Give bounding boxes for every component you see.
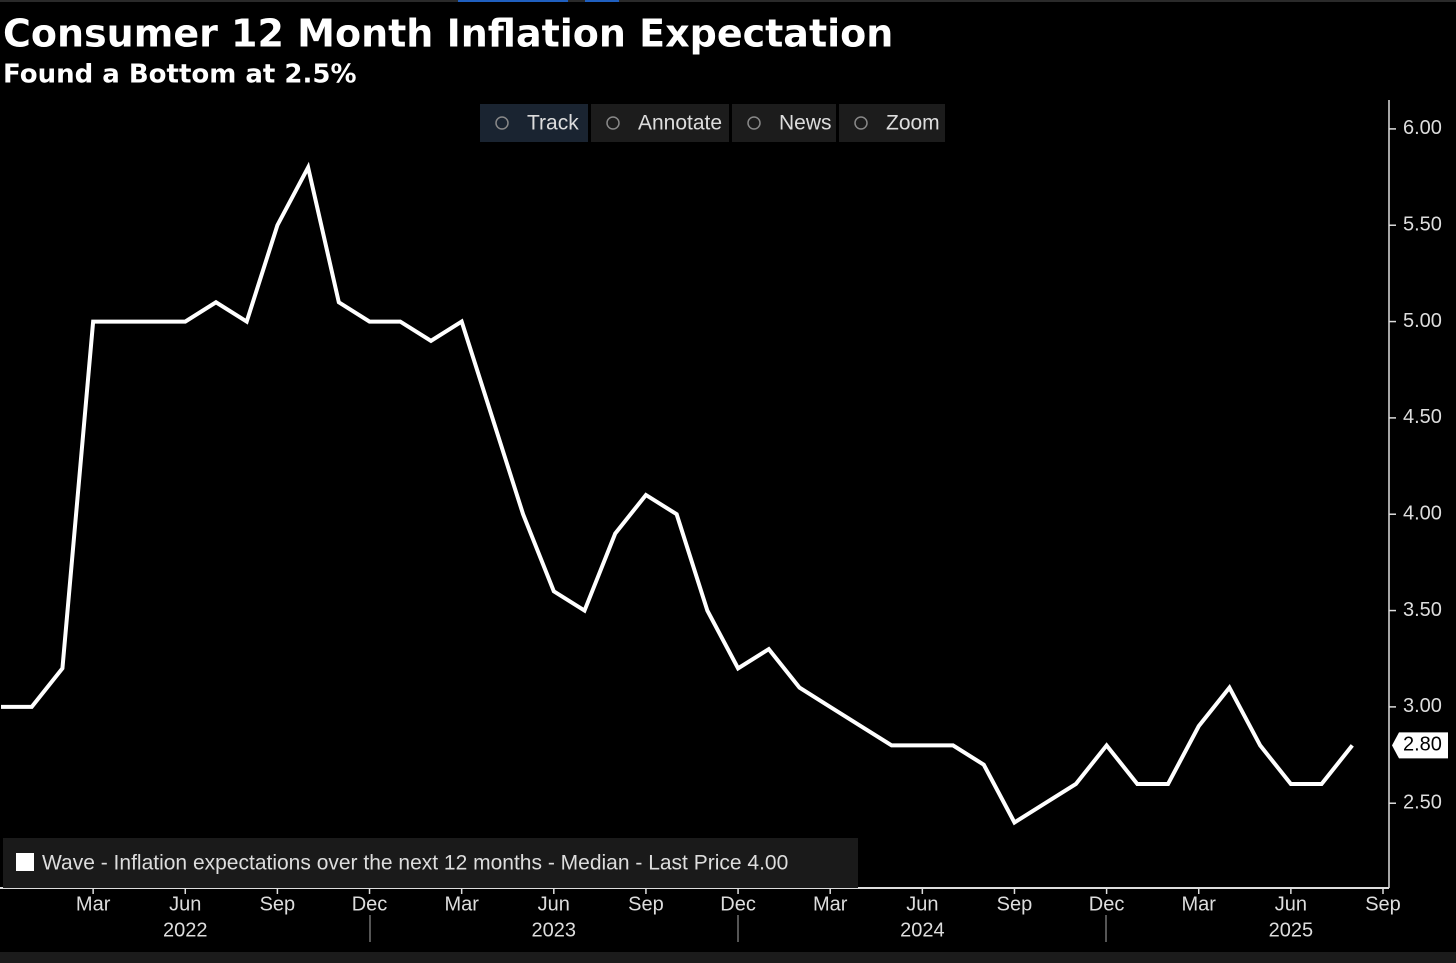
x-year-label: 2025 xyxy=(1269,919,1314,941)
y-tick-label: 3.50 xyxy=(1403,599,1442,621)
top-strip xyxy=(0,0,1456,2)
toolbar-button[interactable] xyxy=(839,104,945,142)
top-strip-accent xyxy=(458,0,568,2)
toolbar-button[interactable] xyxy=(591,104,729,142)
legend-swatch xyxy=(16,853,34,871)
y-tick-label: 6.00 xyxy=(1403,117,1442,139)
toolbar-label[interactable]: Annotate xyxy=(638,112,722,135)
x-tick-label: Jun xyxy=(538,893,570,915)
x-year-label: 2024 xyxy=(900,919,945,941)
y-tick-label: 3.00 xyxy=(1403,695,1442,717)
bottom-strip xyxy=(0,952,1456,963)
x-tick-label: Sep xyxy=(628,893,664,915)
toolbar-icon xyxy=(747,116,761,130)
y-tick-label: 4.00 xyxy=(1403,503,1442,525)
last-value-tag xyxy=(1392,732,1448,759)
toolbar-label[interactable]: Zoom xyxy=(886,112,940,135)
toolbar-label[interactable]: News xyxy=(779,112,832,135)
line xyxy=(1,161,1354,826)
toolbar-button[interactable] xyxy=(480,104,588,142)
x-tick-label: Sep xyxy=(260,893,296,915)
y-tick-label: 5.50 xyxy=(1403,214,1442,236)
toolbar-icon xyxy=(495,116,509,130)
x-tick-label: Mar xyxy=(1182,893,1217,915)
x-year-label: 2022 xyxy=(163,919,208,941)
toolbar-icon xyxy=(854,116,868,130)
toolbar-label[interactable]: Track xyxy=(527,112,579,135)
x-tick-label: Sep xyxy=(1365,893,1401,915)
x-tick-label: Jun xyxy=(1275,893,1307,915)
toolbar-icon xyxy=(606,116,620,130)
x-tick-label: Dec xyxy=(352,893,388,915)
legend-label: Wave - Inflation expectations over the n… xyxy=(42,852,788,875)
x-tick-label: Mar xyxy=(813,893,848,915)
x-year-label: 2023 xyxy=(532,919,577,941)
x-tick-label: Dec xyxy=(1089,893,1125,915)
x-tick-label: Jun xyxy=(906,893,938,915)
x-tick-label: Dec xyxy=(720,893,756,915)
last-value-label: 2.80 xyxy=(1403,734,1442,756)
chart-title: Consumer 12 Month Inflation Expectation xyxy=(3,12,893,56)
y-tick-label: 4.50 xyxy=(1403,406,1442,428)
toolbar-button[interactable] xyxy=(732,104,836,142)
plot: 2.50 3.00 3.50 4.00 4.50 5.00 5.50 6.00 Mar Jun Se… xyxy=(1,117,1448,941)
toolbar: Track Annotate News Zoom xyxy=(480,104,945,142)
x-tick-label: Mar xyxy=(444,893,479,915)
x-tick-label: Jun xyxy=(169,893,201,915)
legend-box xyxy=(3,838,858,888)
y-tick-label: 2.50 xyxy=(1403,792,1442,814)
top-strip-accent xyxy=(585,0,619,2)
x-tick-label: Sep xyxy=(997,893,1033,915)
y-tick-label: 5.00 xyxy=(1403,310,1442,332)
x-tick-label: Mar xyxy=(76,893,111,915)
chart-subtitle: Found a Bottom at 2.5% xyxy=(3,60,357,90)
